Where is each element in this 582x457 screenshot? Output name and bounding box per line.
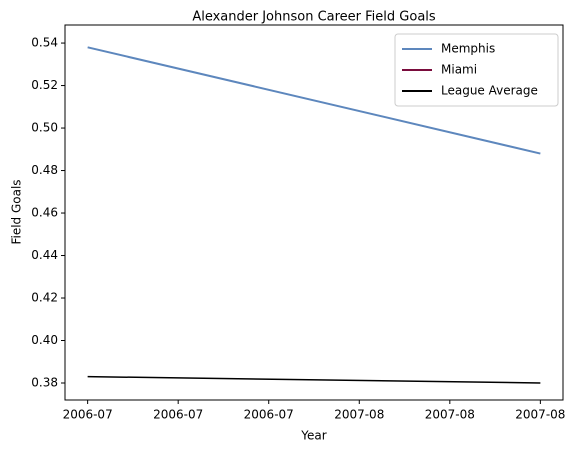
y-tick-label: 0.44 bbox=[31, 248, 58, 262]
y-tick-label: 0.54 bbox=[31, 36, 58, 50]
series-line bbox=[87, 46, 541, 155]
y-tick-label: 0.46 bbox=[31, 206, 58, 220]
legend-label: Miami bbox=[441, 63, 477, 77]
legend-label: League Average bbox=[441, 84, 538, 98]
x-axis-label: Year bbox=[300, 429, 326, 443]
legend-box bbox=[394, 33, 559, 107]
series-line bbox=[87, 375, 541, 384]
x-tick-label: 2007-08 bbox=[334, 408, 384, 422]
x-tick-label: 2007-08 bbox=[515, 408, 565, 422]
y-tick-label: 0.40 bbox=[31, 333, 58, 347]
y-tick-label: 0.42 bbox=[31, 291, 58, 305]
y-tick-label: 0.48 bbox=[31, 163, 58, 177]
y-tick-label: 0.50 bbox=[31, 121, 58, 135]
x-tick-label: 2006-07 bbox=[244, 408, 294, 422]
x-tick-label: 2006-07 bbox=[153, 408, 203, 422]
y-axis-label: Field Goals bbox=[10, 179, 24, 244]
x-tick-label: 2007-08 bbox=[425, 408, 475, 422]
plot-frame bbox=[64, 24, 564, 401]
x-tick-label: 2006-07 bbox=[63, 408, 113, 422]
y-tick-label: 0.52 bbox=[31, 78, 58, 92]
chart-title: Alexander Johnson Career Field Goals bbox=[192, 10, 436, 25]
legend-label: Memphis bbox=[441, 42, 495, 56]
y-tick-label: 0.38 bbox=[31, 376, 58, 390]
